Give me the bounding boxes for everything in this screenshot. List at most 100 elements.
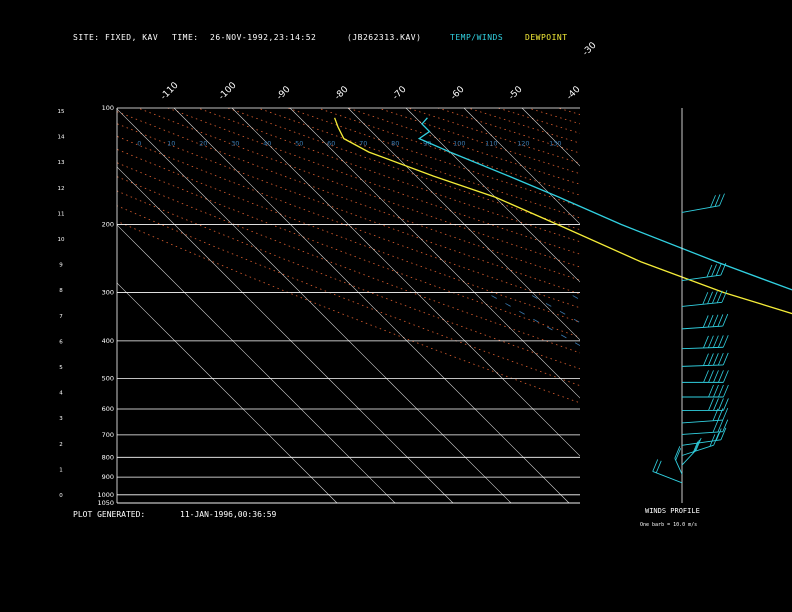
dry-adiabat-label: 110 [485,139,497,147]
mixing-ratio-line [770,293,792,503]
height-label: 15 [58,109,65,115]
dry-adiabat [467,108,580,144]
wind-barb-flag [722,352,729,366]
dewpoint-line [333,117,792,315]
wind-barb-flag [723,370,729,383]
wind-barb-flag [718,398,724,411]
height-label: 14 [58,135,65,141]
wind-barb-flag [715,263,722,276]
wind-barb-flag [720,262,727,276]
pressure-label: 900 [102,473,114,481]
isotherm-top-label: -60 [449,84,467,102]
height-label: 10 [58,237,65,243]
pressure-label: 1050 [97,499,114,507]
wind-barb-flag [695,437,702,451]
wind-barb-flag [715,428,722,441]
wind-barb-flag [722,335,729,348]
wind-barb-flag [714,194,721,207]
isotherm-top-label: -40 [565,84,583,102]
dry-adiabat [117,220,580,404]
wind-barb-flag [710,195,716,208]
plot-area [117,108,792,503]
wind-barb-flag [712,353,719,366]
winds-barb-note: One barb = 10.0 m/s [640,522,698,528]
wind-barb-flag [723,398,729,411]
wind-barb-flag [713,384,719,398]
isotherm-line [117,108,512,503]
moist-adiabat [770,262,792,503]
wind-barb-flag [675,448,682,461]
pressure-label: 1000 [97,491,114,499]
dry-adiabat-label: 130 [549,139,561,147]
dry-adiabat [497,108,580,134]
wind-barb-flag [720,427,727,440]
dry-adiabat [557,108,580,115]
wind-barb-flag [716,290,723,303]
wind-barb-flag [702,292,709,305]
height-label: 3 [59,416,63,422]
wind-barb [681,346,724,350]
wind-barb-flag [712,420,719,433]
pressure-label: 300 [102,289,114,297]
wind-barb-flag [652,459,659,472]
site-label: SITE: [73,33,100,42]
isotherm-top-label: -90 [275,84,293,102]
height-label: 1 [59,467,63,473]
pressure-label: 800 [102,453,114,461]
isotherm-line [289,108,580,399]
isotherm-line [117,166,454,503]
isotherm-top-label: -80 [333,84,351,102]
moist-adiabat [750,262,792,503]
wind-barb-flag [712,314,719,327]
wind-barb-flag [719,193,725,206]
height-label: 5 [59,365,63,371]
isotherm-line [231,108,580,457]
dry-adiabat-label: 70 [359,139,367,147]
winds-profile-title: WINDS PROFILE [645,507,700,515]
height-label: 11 [58,211,65,217]
isotherm-top-label: -50 [507,84,525,102]
wind-barb [674,458,683,475]
wind-barb-flag [707,314,714,328]
wind-barb-flag [703,370,709,383]
dry-adiabat-label: 30 [231,139,239,147]
mixing-ratio-line [649,293,792,503]
wind-barb [681,274,721,281]
wind-barb-flag [674,446,681,459]
isotherm-line [117,282,338,503]
wind-barb-flag [694,439,700,452]
dry-adiabat [347,108,580,185]
isotherm-line [579,108,580,109]
isotherm-line [521,108,580,167]
wind-barb [681,419,723,424]
isotherm-right-label: -30 [581,40,599,58]
time-value: 26-NOV-1992,23:14:52 [210,33,317,42]
wind-barb-flag [722,313,729,327]
temperature-line [417,117,792,291]
wind-barb-flag [718,370,724,383]
dry-adiabat [117,135,580,309]
file-name: (JB262313.KAV) [347,33,422,42]
wind-barb-flag [708,384,714,398]
wind-barb [681,444,714,456]
isotherm-top-label: -100 [217,80,239,102]
wind-barb-flag [717,314,724,327]
wind-barb-flag [708,398,714,411]
mixing-ratio-line [608,293,792,503]
height-label: 6 [59,339,63,345]
wind-barb-flag [723,384,729,398]
legend-dewpoint: DEWPOINT [525,33,568,42]
pressure-label: 700 [102,431,114,439]
wind-barb-flag [713,433,720,446]
dry-adiabat [317,108,580,196]
legend-temp-winds: TEMP/WINDS [450,33,504,42]
wind-barb-flag [709,434,716,447]
wind-barb [681,205,720,213]
dry-adiabat-label: 20 [199,139,207,147]
height-label: 0 [59,493,63,499]
wind-barb-flag [713,370,719,383]
plot-generated-label: PLOT GENERATED: [73,510,146,519]
mixing-ratio-line [526,292,580,324]
wind-barb-flag [703,353,709,366]
dry-adiabat-label: 60 [327,139,335,147]
